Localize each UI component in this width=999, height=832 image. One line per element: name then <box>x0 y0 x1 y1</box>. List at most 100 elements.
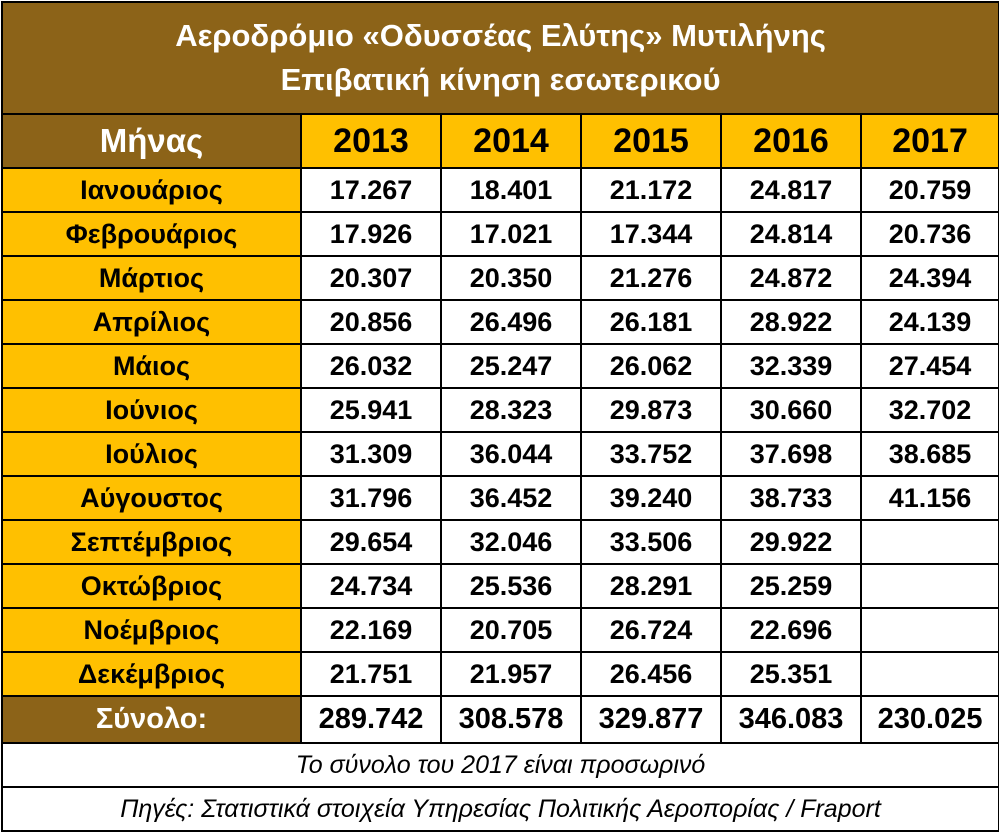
value-cell: 32.339 <box>720 343 862 389</box>
value-cell: 18.401 <box>440 167 582 213</box>
value-cell: 24.814 <box>720 211 862 257</box>
table-row: Δεκέμβριος 21.751 21.957 26.456 25.351 <box>1 651 999 697</box>
total-value-cell: 329.877 <box>580 695 722 744</box>
value-cell: 21.276 <box>580 255 722 301</box>
value-cell <box>859 563 999 609</box>
month-cell: Σεπτέμβριος <box>1 519 302 565</box>
value-cell: 28.922 <box>720 299 862 345</box>
value-cell: 32.046 <box>440 519 582 565</box>
year-column-header: 2016 <box>720 113 862 169</box>
value-cell: 33.506 <box>580 519 722 565</box>
value-cell: 26.496 <box>440 299 582 345</box>
value-cell: 20.736 <box>859 211 999 257</box>
value-cell: 28.323 <box>440 387 582 433</box>
value-cell: 36.452 <box>440 475 582 521</box>
month-cell: Ιούλιος <box>1 431 302 477</box>
year-column-header: 2017 <box>859 113 999 169</box>
value-cell: 24.394 <box>859 255 999 301</box>
header-row: Μήνας 2013 2014 2015 2016 2017 <box>1 113 999 169</box>
value-cell: 20.705 <box>440 607 582 653</box>
value-cell: 25.247 <box>440 343 582 389</box>
value-cell: 25.941 <box>300 387 442 433</box>
value-cell: 17.344 <box>580 211 722 257</box>
value-cell <box>859 651 999 697</box>
value-cell: 30.660 <box>720 387 862 433</box>
value-cell: 25.536 <box>440 563 582 609</box>
month-cell: Οκτώβριος <box>1 563 302 609</box>
title-line-2: Επιβατική κίνηση εσωτερικού <box>280 62 721 97</box>
value-cell <box>859 519 999 565</box>
month-cell: Δεκέμβριος <box>1 651 302 697</box>
value-cell: 38.733 <box>720 475 862 521</box>
value-cell: 26.032 <box>300 343 442 389</box>
table-row: Ιούνιος 25.941 28.323 29.873 30.660 32.702 <box>1 387 999 433</box>
value-cell: 21.751 <box>300 651 442 697</box>
title-row: Αεροδρόμιο «Οδυσσέας Ελύτης» Μυτιλήνης Ε… <box>0 1 999 115</box>
total-label: Σύνολο: <box>1 695 302 744</box>
total-value-cell: 346.083 <box>720 695 862 744</box>
value-cell: 33.752 <box>580 431 722 477</box>
value-cell: 24.734 <box>300 563 442 609</box>
total-value-cell: 230.025 <box>859 695 999 744</box>
value-cell: 25.351 <box>720 651 862 697</box>
month-cell: Απρίλιος <box>1 299 302 345</box>
month-column-header: Μήνας <box>1 113 302 169</box>
value-cell: 20.759 <box>859 167 999 213</box>
month-cell: Ιούνιος <box>1 387 302 433</box>
value-cell: 21.172 <box>580 167 722 213</box>
table-row: Μάρτιος 20.307 20.350 21.276 24.872 24.394 <box>1 255 999 301</box>
table-row: Ιούλιος 31.309 36.044 33.752 37.698 38.685 <box>1 431 999 477</box>
value-cell: 20.856 <box>300 299 442 345</box>
month-cell: Φεβρουάριος <box>1 211 302 257</box>
year-column-header: 2013 <box>300 113 442 169</box>
value-cell: 17.267 <box>300 167 442 213</box>
table-row: Ιανουάριος 17.267 18.401 21.172 24.817 20.759 <box>1 167 999 213</box>
value-cell: 36.044 <box>440 431 582 477</box>
value-cell: 28.291 <box>580 563 722 609</box>
value-cell: 24.139 <box>859 299 999 345</box>
value-cell: 39.240 <box>580 475 722 521</box>
value-cell: 24.872 <box>720 255 862 301</box>
value-cell: 26.181 <box>580 299 722 345</box>
value-cell: 25.259 <box>720 563 862 609</box>
value-cell: 29.654 <box>300 519 442 565</box>
total-value-cell: 308.578 <box>440 695 582 744</box>
value-cell: 22.169 <box>300 607 442 653</box>
total-value-cell: 289.742 <box>300 695 442 744</box>
value-cell: 20.307 <box>300 255 442 301</box>
provisional-note: Το σύνολο του 2017 είναι προσωρινό <box>0 742 999 788</box>
value-cell: 24.817 <box>720 167 862 213</box>
value-cell: 17.926 <box>300 211 442 257</box>
month-cell: Νοέμβριος <box>1 607 302 653</box>
value-cell: 21.957 <box>440 651 582 697</box>
table-row: Απρίλιος 20.856 26.496 26.181 28.922 24.139 <box>1 299 999 345</box>
value-cell: 29.922 <box>720 519 862 565</box>
value-cell: 31.309 <box>300 431 442 477</box>
total-row: Σύνολο: 289.742 308.578 329.877 346.083 230.0… <box>1 695 999 744</box>
source-note: Πηγές: Στατιστικά στοιχεία Υπηρεσίας Πολ… <box>0 786 999 832</box>
table-row: Οκτώβριος 24.734 25.536 28.291 25.259 <box>1 563 999 609</box>
table-row: Σεπτέμβριος 29.654 32.046 33.506 29.922 <box>1 519 999 565</box>
value-cell: 32.702 <box>859 387 999 433</box>
month-cell: Μάρτιος <box>1 255 302 301</box>
table-row: Μάιος 26.032 25.247 26.062 32.339 27.454 <box>1 343 999 389</box>
month-cell: Αύγουστος <box>1 475 302 521</box>
value-cell: 26.724 <box>580 607 722 653</box>
value-cell <box>859 607 999 653</box>
table-title: Αεροδρόμιο «Οδυσσέας Ελύτης» Μυτιλήνης Ε… <box>0 1 999 115</box>
value-cell: 31.796 <box>300 475 442 521</box>
table-row: Αύγουστος 31.796 36.452 39.240 38.733 41.156 <box>1 475 999 521</box>
value-cell: 17.021 <box>440 211 582 257</box>
table-row: Νοέμβριος 22.169 20.705 26.724 22.696 <box>1 607 999 653</box>
value-cell: 41.156 <box>859 475 999 521</box>
value-cell: 29.873 <box>580 387 722 433</box>
year-column-header: 2015 <box>580 113 722 169</box>
value-cell: 26.456 <box>580 651 722 697</box>
value-cell: 38.685 <box>859 431 999 477</box>
value-cell: 20.350 <box>440 255 582 301</box>
value-cell: 37.698 <box>720 431 862 477</box>
month-cell: Ιανουάριος <box>1 167 302 213</box>
table-row: Φεβρουάριος 17.926 17.021 17.344 24.814 20.73… <box>1 211 999 257</box>
